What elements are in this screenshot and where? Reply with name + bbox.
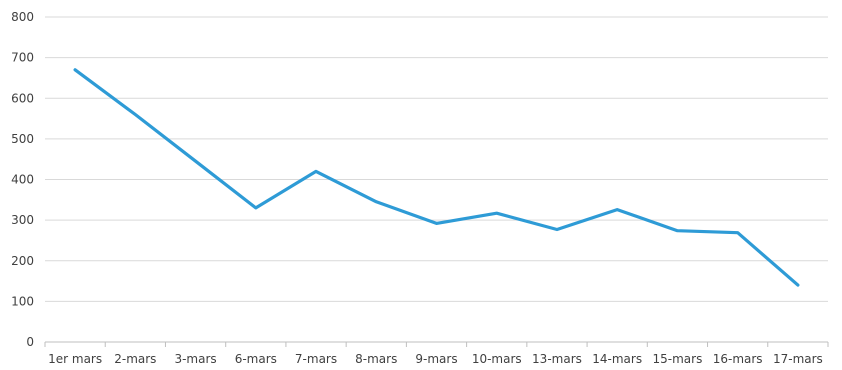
- series-line-0: [73, 68, 800, 287]
- x-tick-label-9: 14-mars: [592, 352, 642, 366]
- x-tick-label-2: 3-mars: [174, 352, 216, 366]
- y-tick-label-700: 700: [11, 51, 34, 65]
- x-tick-label-11: 16-mars: [713, 352, 763, 366]
- y-tick-label-0: 0: [26, 335, 34, 349]
- y-tick-label-300: 300: [11, 213, 34, 227]
- y-tick-label-200: 200: [11, 254, 34, 268]
- x-tick-label-7: 10-mars: [472, 352, 522, 366]
- y-tick-label-500: 500: [11, 132, 34, 146]
- x-tick-label-8: 13-mars: [532, 352, 582, 366]
- x-tick-label-10: 15-mars: [653, 352, 703, 366]
- x-tick-label-3: 6-mars: [235, 352, 277, 366]
- series-lines: [73, 68, 800, 287]
- x-tick-label-0: 1er mars: [48, 352, 102, 366]
- x-tick-label-4: 7-mars: [295, 352, 337, 366]
- gridlines: [44, 16, 829, 347]
- y-axis-tick-labels: 0 100 200 300 400 500 600 700 800: [11, 10, 34, 349]
- x-tick-label-12: 17-mars: [773, 352, 823, 366]
- y-tick-label-400: 400: [11, 173, 34, 187]
- y-tick-label-100: 100: [11, 294, 34, 308]
- x-axis-tick-labels: 1er mars 2-mars 3-mars 6-mars 7-mars 8-mars 9-…: [48, 352, 823, 366]
- x-tick-label-5: 8-mars: [355, 352, 397, 366]
- x-tick-label-1: 2-mars: [114, 352, 156, 366]
- y-tick-label-800: 800: [11, 10, 34, 24]
- y-tick-label-600: 600: [11, 91, 34, 105]
- x-tick-label-6: 9-mars: [415, 352, 457, 366]
